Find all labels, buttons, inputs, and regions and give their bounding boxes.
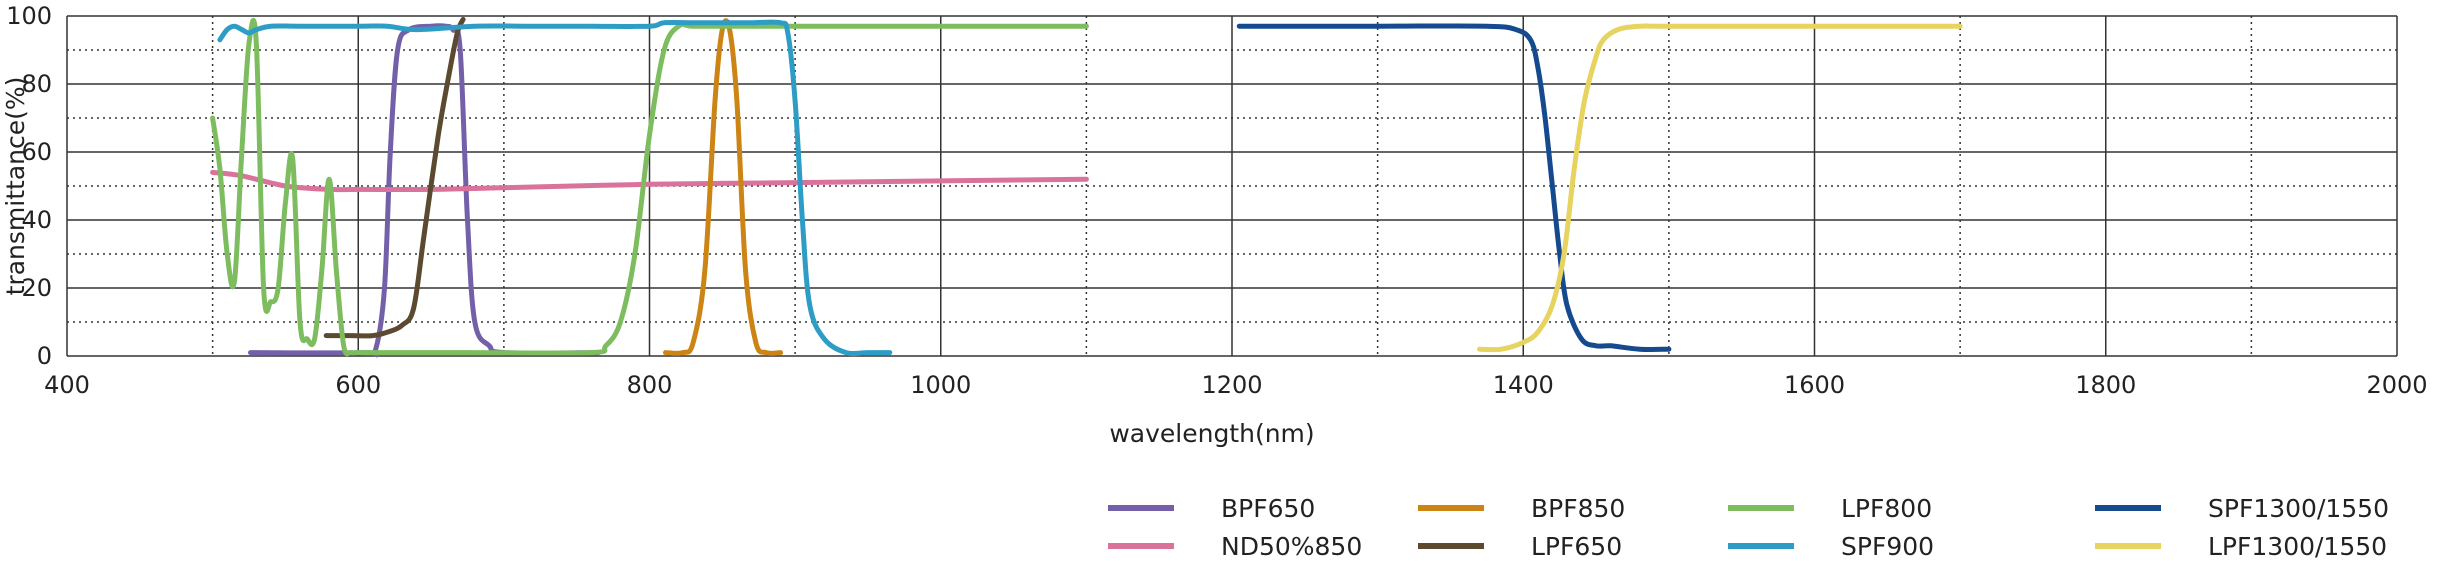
series-line-bpf850 bbox=[663, 18, 784, 356]
legend-label-lpf800: LPF800 bbox=[1841, 494, 1932, 523]
y-tick-label: 80 bbox=[21, 70, 52, 98]
x-tick-label: 1400 bbox=[1493, 371, 1554, 399]
legend-label-nd50-850: ND50%850 bbox=[1221, 532, 1362, 561]
x-tick-label: 1600 bbox=[1784, 371, 1845, 399]
x-tick-label: 1200 bbox=[1201, 371, 1262, 399]
x-tick-label: 600 bbox=[335, 371, 381, 399]
legend-label-spf900: SPF900 bbox=[1841, 532, 1934, 561]
series-line-lpf1300-1550 bbox=[1477, 23, 1963, 353]
legend-label-bpf850: BPF850 bbox=[1531, 494, 1625, 523]
grid bbox=[66, 15, 2398, 357]
series-line-spf1300-1550 bbox=[1236, 23, 1672, 352]
x-axis-label: wavelength(nm) bbox=[1109, 419, 1314, 448]
x-tick-label: 800 bbox=[627, 371, 673, 399]
y-axis-label: transmittance(%) bbox=[1, 77, 30, 296]
y-tick-label: 20 bbox=[21, 274, 52, 302]
x-tick-label: 400 bbox=[44, 371, 90, 399]
y-tick-label: 100 bbox=[6, 2, 52, 30]
legend-label-lpf650: LPF650 bbox=[1531, 532, 1622, 561]
plot-area bbox=[210, 16, 1963, 358]
series-line-bpf650 bbox=[248, 23, 601, 358]
legend: BPF650 ND50%850 BPF850 LPF650 LPF800 SPF900 SP… bbox=[1108, 494, 2389, 561]
series-line-lpf650 bbox=[323, 16, 466, 339]
x-tick-label: 2000 bbox=[2366, 371, 2427, 399]
y-tick-label: 40 bbox=[21, 206, 52, 234]
series-line-lpf800 bbox=[210, 17, 1089, 357]
series-line-spf900 bbox=[217, 19, 893, 357]
y-tick-label: 0 bbox=[37, 342, 52, 370]
x-tick-label: 1000 bbox=[910, 371, 971, 399]
y-tick-label: 60 bbox=[21, 138, 52, 166]
legend-label-bpf650: BPF650 bbox=[1221, 494, 1315, 523]
x-tick-label: 1800 bbox=[2075, 371, 2136, 399]
axis-ticks: 400 600 800 1000 1200 1400 1600 1800 2000 0 20 40 60… bbox=[6, 2, 2427, 399]
legend-label-lpf1300-1550: LPF1300/1550 bbox=[2208, 532, 2387, 561]
legend-label-spf1300-1550: SPF1300/1550 bbox=[2208, 494, 2389, 523]
